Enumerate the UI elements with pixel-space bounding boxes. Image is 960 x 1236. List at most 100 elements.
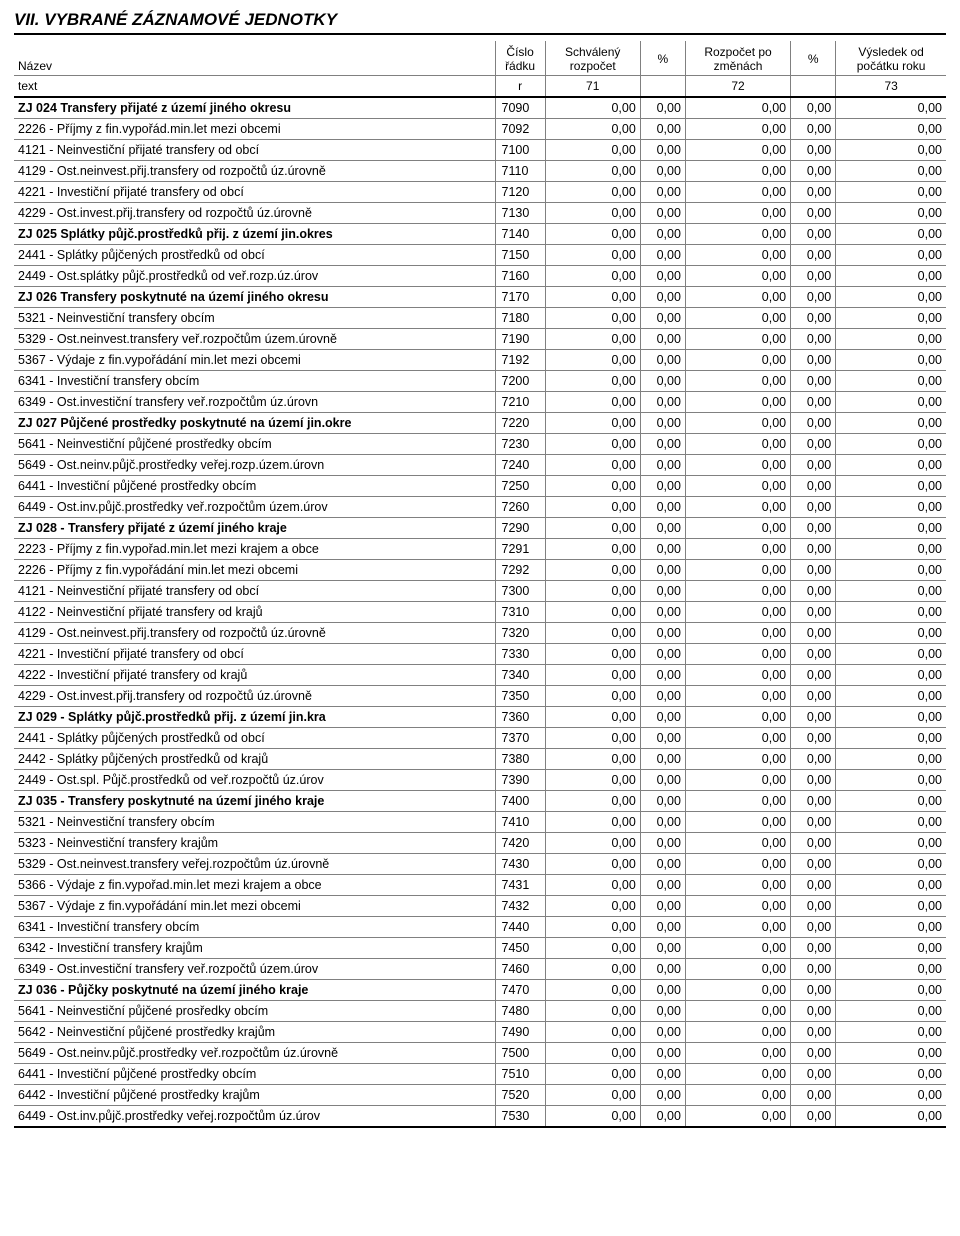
row-number: 7430 — [495, 854, 545, 875]
row-value: 0,00 — [640, 707, 685, 728]
row-value: 0,00 — [545, 1106, 640, 1128]
row-value: 0,00 — [640, 875, 685, 896]
subheader-pct2 — [791, 76, 836, 98]
row-number: 7200 — [495, 371, 545, 392]
table-row: 6449 - Ost.inv.půjč.prostředky veřej.roz… — [14, 1106, 946, 1128]
row-value: 0,00 — [791, 119, 836, 140]
row-name: 6349 - Ost.investiční transfery veř.rozp… — [14, 959, 495, 980]
row-value: 0,00 — [545, 1043, 640, 1064]
row-value: 0,00 — [791, 581, 836, 602]
row-value: 0,00 — [685, 812, 790, 833]
table-row: 4222 - Investiční přijaté transfery od k… — [14, 665, 946, 686]
row-value: 0,00 — [640, 497, 685, 518]
row-value: 0,00 — [640, 686, 685, 707]
budget-table: Název Číslo řádku Schválený rozpočet % R… — [14, 41, 946, 1128]
row-value: 0,00 — [836, 224, 946, 245]
table-row: 4121 - Neinvestiční přijaté transfery od… — [14, 581, 946, 602]
row-value: 0,00 — [640, 371, 685, 392]
row-value: 0,00 — [791, 917, 836, 938]
row-value: 0,00 — [791, 224, 836, 245]
row-value: 0,00 — [640, 203, 685, 224]
row-value: 0,00 — [836, 770, 946, 791]
row-value: 0,00 — [685, 97, 790, 119]
table-row: 5366 - Výdaje z fin.vypořad.min.let mezi… — [14, 875, 946, 896]
row-value: 0,00 — [545, 161, 640, 182]
row-number: 7092 — [495, 119, 545, 140]
header-pct1: % — [640, 41, 685, 76]
row-value: 0,00 — [836, 455, 946, 476]
row-value: 0,00 — [545, 1064, 640, 1085]
subheader-pct1 — [640, 76, 685, 98]
row-value: 0,00 — [791, 665, 836, 686]
row-value: 0,00 — [791, 749, 836, 770]
row-value: 0,00 — [836, 728, 946, 749]
row-value: 0,00 — [545, 434, 640, 455]
row-number: 7370 — [495, 728, 545, 749]
row-value: 0,00 — [685, 1001, 790, 1022]
row-value: 0,00 — [791, 1085, 836, 1106]
row-value: 0,00 — [685, 644, 790, 665]
row-value: 0,00 — [791, 203, 836, 224]
row-value: 0,00 — [836, 854, 946, 875]
row-value: 0,00 — [640, 770, 685, 791]
row-name: 4221 - Investiční přijaté transfery od o… — [14, 182, 495, 203]
row-value: 0,00 — [640, 329, 685, 350]
row-name: ZJ 035 - Transfery poskytnuté na území j… — [14, 791, 495, 812]
row-number: 7380 — [495, 749, 545, 770]
row-value: 0,00 — [836, 959, 946, 980]
row-value: 0,00 — [836, 161, 946, 182]
row-name: 5641 - Neinvestiční půjčené prostředky o… — [14, 434, 495, 455]
row-number: 7291 — [495, 539, 545, 560]
row-value: 0,00 — [685, 350, 790, 371]
row-value: 0,00 — [640, 287, 685, 308]
row-value: 0,00 — [640, 917, 685, 938]
table-row: ZJ 027 Půjčené prostředky poskytnuté na … — [14, 413, 946, 434]
row-value: 0,00 — [545, 119, 640, 140]
row-number: 7140 — [495, 224, 545, 245]
row-value: 0,00 — [685, 728, 790, 749]
row-value: 0,00 — [685, 455, 790, 476]
row-value: 0,00 — [685, 371, 790, 392]
row-name: 5649 - Ost.neinv.půjč.prostředky veř.roz… — [14, 1043, 495, 1064]
row-value: 0,00 — [545, 371, 640, 392]
row-name: 6441 - Investiční půjčené prostředky obc… — [14, 1064, 495, 1085]
row-value: 0,00 — [545, 959, 640, 980]
table-row: 6342 - Investiční transfery krajům74500,… — [14, 938, 946, 959]
row-value: 0,00 — [640, 539, 685, 560]
row-value: 0,00 — [791, 833, 836, 854]
row-value: 0,00 — [791, 1001, 836, 1022]
row-value: 0,00 — [685, 140, 790, 161]
row-value: 0,00 — [685, 833, 790, 854]
table-row: 4129 - Ost.neinvest.přij.transfery od ro… — [14, 623, 946, 644]
row-number: 7210 — [495, 392, 545, 413]
row-value: 0,00 — [545, 287, 640, 308]
row-name: ZJ 036 - Půjčky poskytnuté na území jiné… — [14, 980, 495, 1001]
row-value: 0,00 — [836, 1085, 946, 1106]
table-row: 2449 - Ost.splátky půjč.prostředků od ve… — [14, 266, 946, 287]
table-row: 5649 - Ost.neinv.půjč.prostředky veř.roz… — [14, 1043, 946, 1064]
row-number: 7100 — [495, 140, 545, 161]
table-row: ZJ 026 Transfery poskytnuté na území jin… — [14, 287, 946, 308]
row-value: 0,00 — [791, 245, 836, 266]
row-value: 0,00 — [640, 749, 685, 770]
row-number: 7292 — [495, 560, 545, 581]
row-number: 7420 — [495, 833, 545, 854]
row-value: 0,00 — [836, 1064, 946, 1085]
row-name: ZJ 026 Transfery poskytnuté na území jin… — [14, 287, 495, 308]
row-value: 0,00 — [791, 497, 836, 518]
row-name: 4229 - Ost.invest.přij.transfery od rozp… — [14, 686, 495, 707]
row-name: 4121 - Neinvestiční přijaté transfery od… — [14, 581, 495, 602]
row-value: 0,00 — [836, 518, 946, 539]
row-number: 7510 — [495, 1064, 545, 1085]
row-number: 7490 — [495, 1022, 545, 1043]
row-value: 0,00 — [685, 917, 790, 938]
row-value: 0,00 — [791, 1022, 836, 1043]
row-value: 0,00 — [545, 875, 640, 896]
row-value: 0,00 — [791, 770, 836, 791]
row-value: 0,00 — [545, 245, 640, 266]
row-number: 7460 — [495, 959, 545, 980]
subheader-rownum: r — [495, 76, 545, 98]
row-value: 0,00 — [545, 644, 640, 665]
row-value: 0,00 — [545, 97, 640, 119]
row-value: 0,00 — [836, 1043, 946, 1064]
